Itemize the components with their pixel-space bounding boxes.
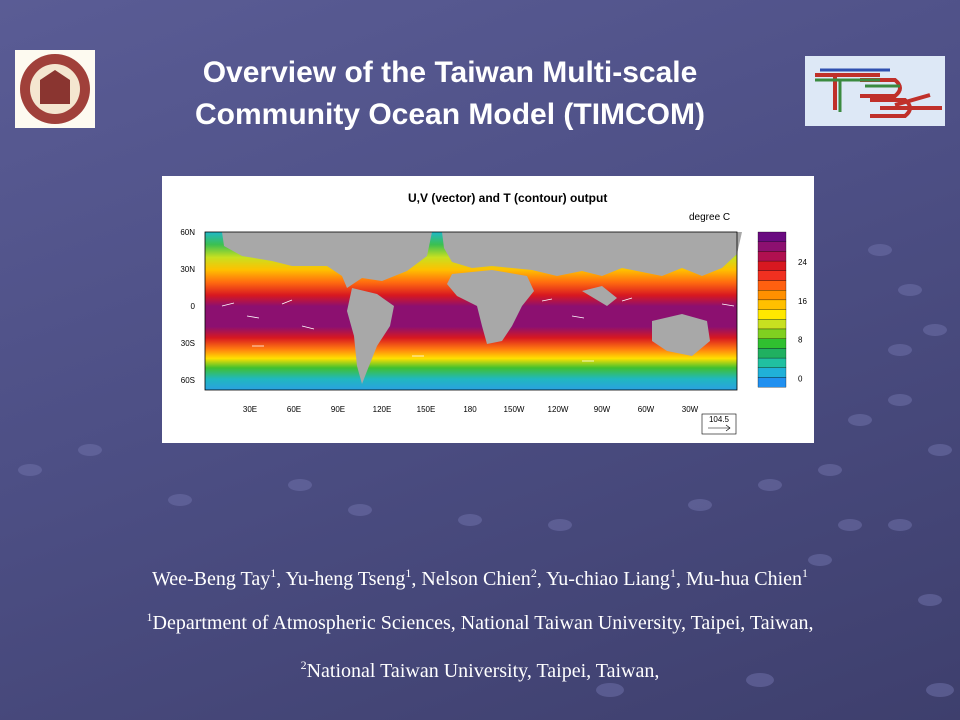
lat-label: 0 [191,302,196,311]
continents [222,232,742,384]
colorbar-swatch [757,357,787,368]
author-mark: 1 [405,566,412,580]
lat-label: 60S [181,376,195,385]
title: Overview of the Taiwan Multi-scale Commu… [110,52,790,136]
lon-label: 180 [463,405,477,414]
colorbar-label: 16 [798,297,807,306]
author: Nelson Chien2 [411,566,537,590]
affiliation: 1Department of Atmospheric Sciences, Nat… [0,610,960,635]
author-name: Mu-hua Chien [685,568,803,590]
lon-label: 90W [594,405,611,414]
author-name: Yu-heng Tseng [285,568,406,590]
colorbar-swatch [757,338,787,349]
lon-label: 150W [504,405,525,414]
colorbar-swatch [757,270,787,281]
colorbar-swatch [757,241,787,252]
lat-label: 30N [180,265,195,274]
author: Mu-hua Chien1 [676,566,809,590]
colorbar: 24 16 8 0 [757,231,807,388]
lon-label: 120W [548,405,569,414]
lon-label: 30W [682,405,699,414]
affiliation-text: Department of Atmospheric Sciences, Nati… [152,612,814,634]
author: Yu-chiao Liang1 [537,566,676,590]
lon-label: 150E [417,405,436,414]
colorbar-swatch [757,290,787,301]
colorbar-swatch [757,377,787,388]
lat-label: 60N [180,228,195,237]
affiliation-mark: 1 [146,610,153,624]
lon-label: 60E [287,405,301,414]
author-mark: 1 [669,566,676,580]
colorbar-swatch [757,309,787,320]
author-mark: 1 [270,566,277,580]
colorbar-swatch [757,251,787,262]
affiliation: 2National Taiwan University, Taipei, Tai… [0,658,960,683]
plot-frame [204,231,738,391]
colorbar-swatch [757,319,787,330]
colorbar-label: 8 [798,336,803,345]
lon-label: 120E [373,405,392,414]
lon-label: 60W [638,405,655,414]
dots [18,244,954,697]
colorbar-swatch [757,328,787,339]
colorbar-swatch [757,231,787,242]
right-logo [805,56,945,126]
author-name: Nelson Chien [421,568,531,590]
lon-label: 30E [243,405,257,414]
lon-label: 90E [331,405,345,414]
author-name: Yu-chiao Liang [546,568,670,590]
author-mark: 1 [802,566,809,580]
figure-unit: degree C [689,212,730,223]
vector-scale-box [701,413,737,435]
colorbar-swatch [757,348,787,359]
authors: Wee-Beng Tay1Yu-heng Tseng1Nelson Chien2… [0,566,960,592]
author: Yu-heng Tseng1 [276,566,412,590]
colorbar-label: 0 [798,374,803,383]
author: Wee-Beng Tay1 [151,566,277,590]
lat-labels: 60N 30N 0 30S 60S [180,228,195,385]
colorbar-label: 24 [798,258,807,267]
author-name: Wee-Beng Tay [151,568,271,590]
lat-label: 30S [181,339,195,348]
colorbar-swatch [757,280,787,291]
vector-scale-label: 104.5 [709,415,730,424]
author-mark: 2 [530,566,537,580]
vector-scale-arrow [708,424,731,432]
title-line: Overview of the Taiwan Multi-scale [202,56,698,89]
figure: U,V (vector) and T (contour) output degr… [162,176,814,443]
affiliation-text: National Taiwan University, Taipei, Taiw… [306,660,660,682]
figure-title: U,V (vector) and T (contour) output [408,191,607,205]
colorbar-swatch [757,260,787,271]
title-line: Community Ocean Model (TIMCOM) [195,98,705,131]
lon-labels: 30E 60E 90E 120E 150E 180 150W 120W 90W 60W 30W [243,405,699,414]
vectors [221,297,735,362]
left-logo [15,50,95,128]
affiliation-mark: 2 [300,658,307,672]
colorbar-swatch [757,367,787,378]
colorbar-swatch [757,299,787,310]
